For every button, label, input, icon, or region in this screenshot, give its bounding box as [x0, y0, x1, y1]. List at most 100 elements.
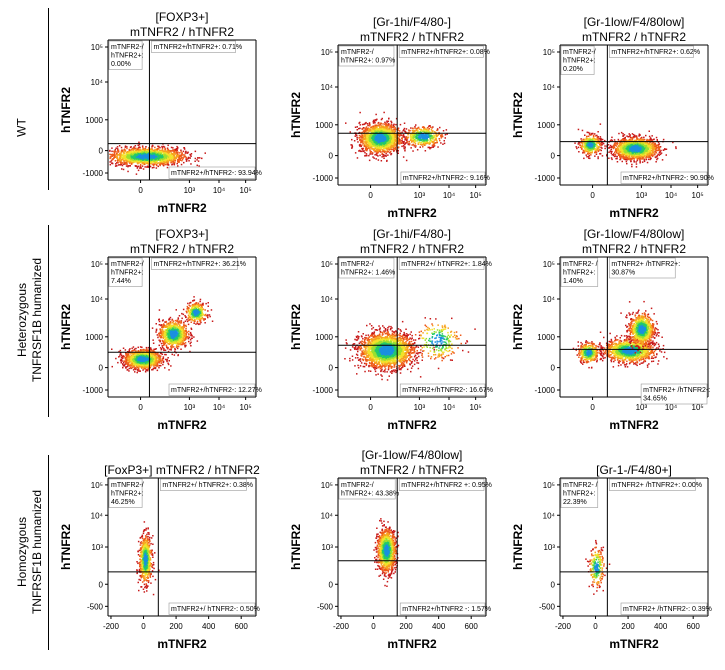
- scatter-point: [421, 129, 423, 131]
- scatter-point: [154, 163, 156, 165]
- scatter-point: [127, 159, 129, 161]
- scatter-point: [163, 150, 165, 153]
- scatter-point: [426, 134, 428, 136]
- scatter-point: [155, 154, 157, 156]
- scatter-point: [386, 129, 388, 132]
- scatter-point: [165, 157, 167, 159]
- scatter-point: [175, 152, 177, 154]
- scatter-point: [184, 154, 186, 156]
- scatter-point: [437, 146, 439, 148]
- scatter-point: [137, 158, 139, 160]
- scatter-point: [404, 131, 407, 133]
- scatter-point: [385, 153, 387, 155]
- scatter-point: [427, 126, 429, 129]
- scatter-point: [114, 156, 116, 158]
- scatter-point: [164, 152, 166, 154]
- scatter-point: [180, 151, 182, 153]
- scatter-point: [412, 135, 415, 137]
- scatter-point: [382, 123, 384, 125]
- scatter-point: [155, 163, 158, 166]
- scatter-point: [181, 158, 184, 161]
- scatter-point: [120, 162, 122, 165]
- scatter-point: [366, 123, 369, 125]
- scatter-point: [131, 151, 133, 153]
- scatter-point: [631, 133, 634, 135]
- scatter-point: [123, 163, 125, 165]
- scatter-point: [428, 130, 430, 132]
- scatter-point: [127, 165, 129, 168]
- scatter-point: [152, 152, 154, 154]
- scatter-point: [153, 155, 156, 158]
- scatter-point: [174, 151, 176, 153]
- scatter-point: [405, 139, 408, 141]
- scatter-point: [194, 150, 197, 153]
- scatter-point: [408, 143, 411, 145]
- scatter-point: [368, 147, 371, 149]
- scatter-point: [158, 149, 160, 151]
- scatter-point: [174, 157, 177, 159]
- scatter-point: [142, 155, 145, 157]
- scatter-point: [145, 151, 148, 153]
- scatter-point: [163, 157, 166, 160]
- y-tick-label: 10⁴: [321, 83, 334, 92]
- scatter-point: [111, 162, 114, 165]
- scatter-point: [131, 157, 133, 159]
- scatter-point: [137, 150, 139, 152]
- scatter-point: [125, 161, 128, 164]
- scatter-point: [117, 162, 119, 164]
- quadrant-label-upper-left-box: [108, 40, 143, 70]
- scatter-point: [166, 155, 168, 157]
- scatter-point: [172, 149, 174, 152]
- scatter-point: [610, 152, 613, 154]
- scatter-point: [376, 138, 379, 140]
- scatter-point: [393, 131, 395, 133]
- scatter-point: [154, 146, 156, 149]
- scatter-point: [164, 156, 166, 159]
- scatter-point: [142, 161, 144, 163]
- scatter-point: [368, 128, 370, 130]
- scatter-point: [154, 157, 157, 160]
- scatter-point: [435, 139, 438, 141]
- scatter-point: [393, 141, 396, 144]
- scatter-point: [403, 122, 406, 124]
- scatter-point: [173, 149, 176, 152]
- scatter-point: [121, 150, 123, 153]
- scatter-point: [158, 153, 161, 155]
- scatter-point: [440, 134, 442, 136]
- x-tick-label: 10³: [414, 191, 426, 200]
- scatter-point: [426, 139, 428, 142]
- scatter-point: [129, 164, 131, 167]
- scatter-point: [141, 153, 143, 155]
- scatter-point: [381, 117, 383, 120]
- scatter-point: [402, 129, 404, 132]
- scatter-point: [401, 145, 403, 148]
- scatter-point: [139, 159, 142, 161]
- scatter-point: [385, 123, 388, 125]
- scatter-point: [154, 149, 156, 151]
- scatter-point: [391, 127, 393, 129]
- scatter-point: [122, 168, 125, 171]
- quadrant-label-lower-right-box: [168, 166, 256, 179]
- scatter-point: [159, 154, 161, 156]
- scatter-point: [167, 153, 169, 156]
- scatter-point: [176, 162, 178, 165]
- scatter-point: [405, 128, 408, 130]
- scatter-point: [424, 150, 427, 152]
- scatter-point: [150, 149, 152, 152]
- scatter-point: [109, 157, 111, 160]
- scatter-point: [142, 154, 144, 156]
- scatter-point: [151, 158, 153, 160]
- scatter-point: [408, 141, 410, 143]
- scatter-point: [439, 126, 441, 129]
- scatter-point: [150, 151, 153, 153]
- scatter-point: [384, 155, 386, 157]
- scatter-point: [147, 159, 149, 161]
- scatter-point: [152, 157, 154, 160]
- scatter-point: [161, 146, 164, 148]
- scatter-point: [372, 135, 374, 137]
- scatter-point: [143, 148, 145, 150]
- x-tick-label: 0: [368, 191, 373, 200]
- scatter-point: [142, 162, 144, 164]
- scatter-point: [141, 154, 143, 156]
- scatter-point: [128, 150, 131, 153]
